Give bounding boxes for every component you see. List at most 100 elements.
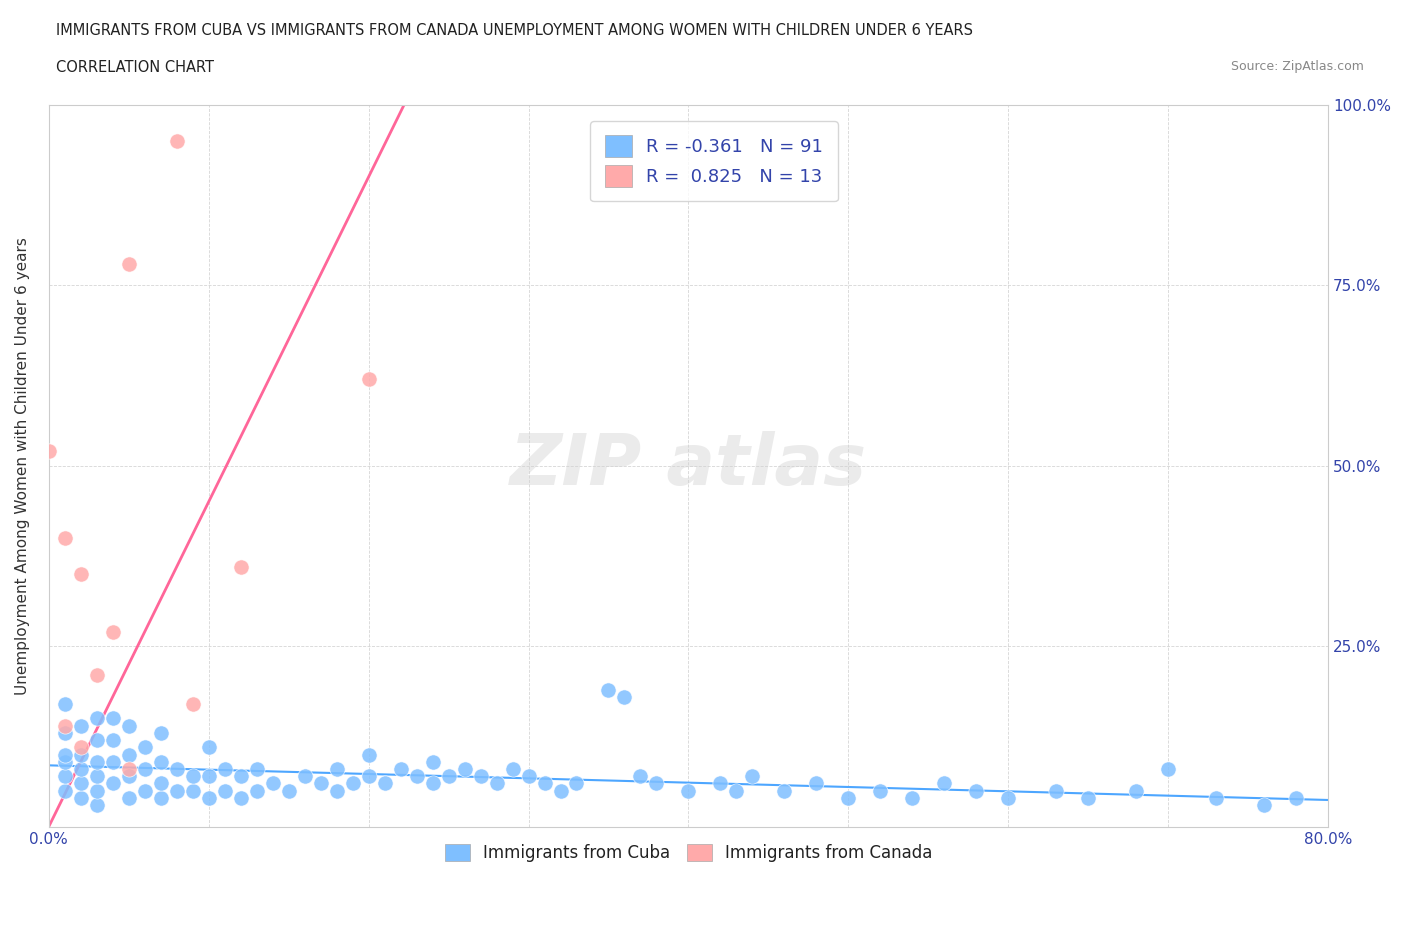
Point <box>53 530 76 545</box>
Point <box>965 783 987 798</box>
Point <box>214 783 236 798</box>
Point <box>69 762 91 777</box>
Point <box>598 682 620 697</box>
Y-axis label: Unemployment Among Women with Children Under 6 years: Unemployment Among Women with Children U… <box>15 237 30 695</box>
Point <box>1205 790 1227 805</box>
Point <box>357 769 380 784</box>
Point <box>773 783 796 798</box>
Point <box>86 769 108 784</box>
Point <box>166 762 188 777</box>
Point <box>134 740 156 755</box>
Point <box>422 776 444 790</box>
Point <box>837 790 859 805</box>
Point <box>357 747 380 762</box>
Point <box>325 783 347 798</box>
Point <box>709 776 731 790</box>
Point <box>118 790 141 805</box>
Point <box>277 783 299 798</box>
Point <box>69 776 91 790</box>
Point <box>229 790 252 805</box>
Point <box>1285 790 1308 805</box>
Point <box>149 776 172 790</box>
Point <box>470 769 492 784</box>
Point <box>166 133 188 148</box>
Point <box>214 762 236 777</box>
Point <box>118 747 141 762</box>
Point <box>229 559 252 574</box>
Point <box>101 776 124 790</box>
Point <box>53 747 76 762</box>
Point <box>118 762 141 777</box>
Point <box>1253 798 1275 813</box>
Point <box>806 776 828 790</box>
Point <box>101 711 124 725</box>
Point <box>678 783 700 798</box>
Point <box>357 372 380 387</box>
Point <box>149 790 172 805</box>
Point <box>741 769 763 784</box>
Legend: Immigrants from Cuba, Immigrants from Canada: Immigrants from Cuba, Immigrants from Ca… <box>437 837 939 869</box>
Point <box>69 740 91 755</box>
Point <box>86 783 108 798</box>
Point <box>86 798 108 813</box>
Point <box>181 769 204 784</box>
Point <box>86 754 108 769</box>
Point <box>374 776 396 790</box>
Point <box>166 783 188 798</box>
Point <box>901 790 924 805</box>
Point <box>69 790 91 805</box>
Point <box>342 776 364 790</box>
Point <box>309 776 332 790</box>
Point <box>533 776 555 790</box>
Point <box>389 762 412 777</box>
Point <box>86 668 108 683</box>
Point <box>53 725 76 740</box>
Point <box>197 790 219 805</box>
Point <box>69 718 91 733</box>
Point <box>869 783 891 798</box>
Text: IMMIGRANTS FROM CUBA VS IMMIGRANTS FROM CANADA UNEMPLOYMENT AMONG WOMEN WITH CHI: IMMIGRANTS FROM CUBA VS IMMIGRANTS FROM … <box>56 23 973 38</box>
Point <box>1045 783 1067 798</box>
Point <box>197 740 219 755</box>
Point <box>550 783 572 798</box>
Point <box>101 624 124 639</box>
Point <box>613 689 636 704</box>
Point <box>422 754 444 769</box>
Point <box>1157 762 1180 777</box>
Point <box>1125 783 1147 798</box>
Point <box>405 769 427 784</box>
Point <box>630 769 652 784</box>
Point <box>86 711 108 725</box>
Point <box>485 776 508 790</box>
Point <box>997 790 1019 805</box>
Point <box>502 762 524 777</box>
Point <box>118 718 141 733</box>
Point <box>246 783 269 798</box>
Point <box>197 769 219 784</box>
Point <box>294 769 316 784</box>
Point <box>517 769 540 784</box>
Text: CORRELATION CHART: CORRELATION CHART <box>56 60 214 75</box>
Point <box>246 762 269 777</box>
Point <box>101 754 124 769</box>
Point <box>437 769 460 784</box>
Point <box>118 769 141 784</box>
Point <box>69 747 91 762</box>
Point <box>134 762 156 777</box>
Point <box>565 776 588 790</box>
Point <box>53 769 76 784</box>
Point <box>181 697 204 711</box>
Point <box>69 566 91 581</box>
Text: Source: ZipAtlas.com: Source: ZipAtlas.com <box>1230 60 1364 73</box>
Point <box>53 697 76 711</box>
Point <box>645 776 668 790</box>
Point <box>149 754 172 769</box>
Point <box>86 733 108 748</box>
Point <box>262 776 284 790</box>
Point <box>181 783 204 798</box>
Point <box>118 256 141 271</box>
Point <box>134 783 156 798</box>
Point <box>453 762 475 777</box>
Point <box>229 769 252 784</box>
Text: ZIP atlas: ZIP atlas <box>510 432 868 500</box>
